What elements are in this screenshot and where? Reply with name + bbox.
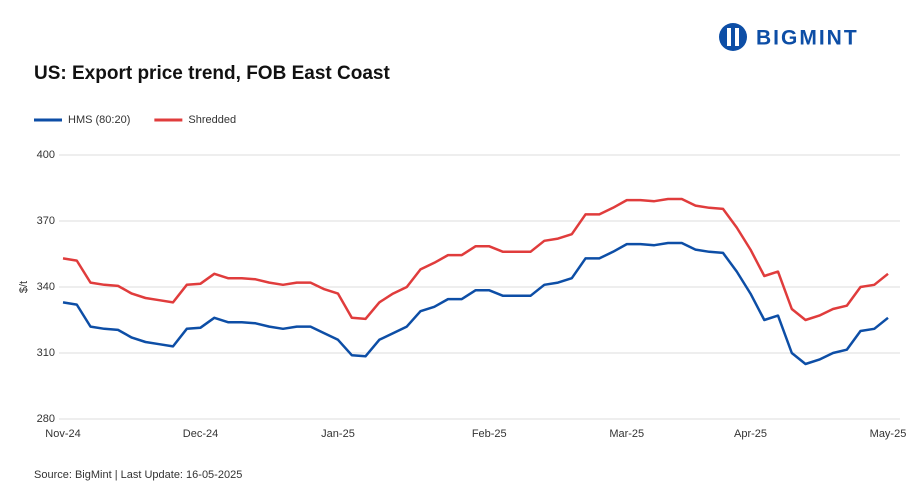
x-tick-label: Dec-24	[183, 428, 218, 440]
x-tick-label: Jan-25	[321, 428, 355, 440]
y-tick-label: 310	[37, 347, 55, 359]
logo: BIGMINT	[756, 27, 859, 50]
y-tick-label: 400	[37, 149, 55, 161]
x-tick-label: Feb-25	[472, 428, 507, 440]
y-tick-label: 340	[37, 281, 55, 293]
y-tick-label: 370	[37, 215, 55, 227]
x-tick-label: May-25	[870, 428, 907, 440]
series-line	[62, 241, 889, 366]
chart-title: US: Export price trend, FOB East Coast	[34, 63, 390, 84]
source: Source: BigMint | Last Update: 16-05-202…	[34, 469, 242, 481]
x-tick-label: Nov-24	[45, 428, 80, 440]
logo-icon	[719, 23, 747, 51]
series-line	[62, 197, 889, 322]
legend-label: Shredded	[188, 114, 236, 126]
y-axis-label: $/t	[18, 281, 30, 293]
y-tick-label: 280	[37, 413, 55, 425]
legend-label: HMS (80:20)	[68, 114, 130, 126]
x-tick-label: Mar-25	[609, 428, 644, 440]
x-tick-label: Apr-25	[734, 428, 767, 440]
